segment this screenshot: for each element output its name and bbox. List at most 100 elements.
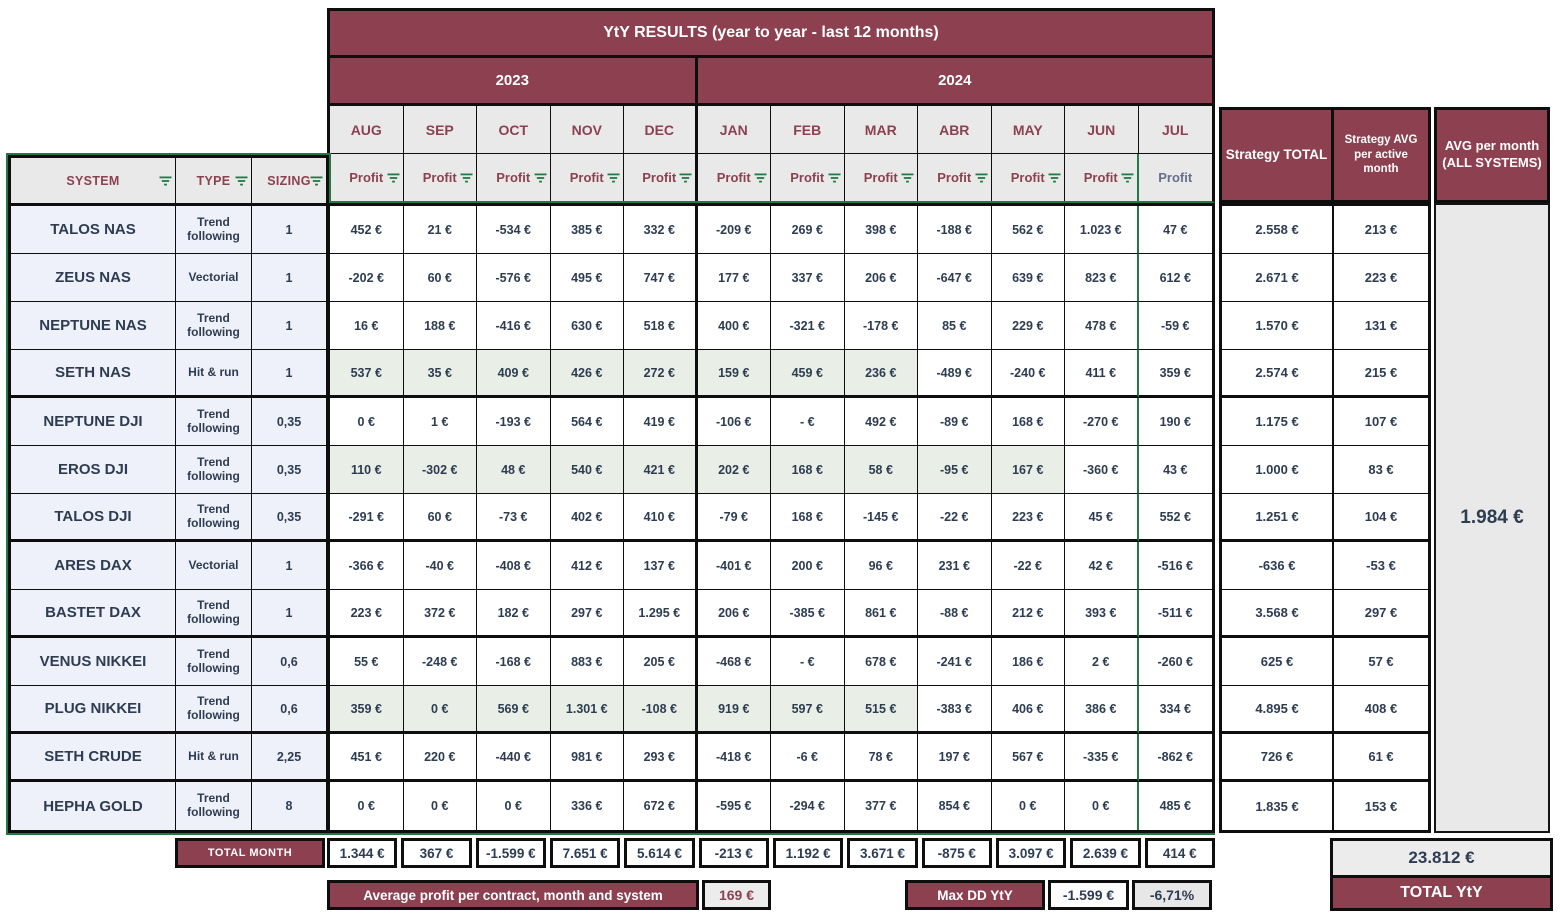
- profit-cell: 96 €: [844, 542, 918, 590]
- filter-icon[interactable]: [159, 175, 172, 186]
- month-header-dec: DEC: [624, 106, 698, 154]
- profit-cell: 419 €: [624, 398, 698, 446]
- strategy-avg-cell: 104 €: [1334, 494, 1428, 542]
- month-header-jun: JUN: [1065, 106, 1139, 154]
- profit-column-header: Profit: [771, 154, 845, 201]
- filter-icon[interactable]: [828, 172, 841, 183]
- filter-icon[interactable]: [1048, 172, 1061, 183]
- type-cell: Trend following: [176, 590, 252, 638]
- profit-cell: 182 €: [477, 590, 551, 638]
- profit-cell: -595 €: [697, 782, 771, 830]
- strategy-total-cell: 1.000 €: [1222, 446, 1334, 494]
- filter-icon[interactable]: [310, 175, 323, 186]
- profit-table-body: 452 €21 € -534 €385 €332 € -209 €269 €398 …: [327, 203, 1215, 833]
- profit-cell: 293 €: [624, 734, 698, 782]
- profit-cell: 747 €: [624, 254, 698, 302]
- avg-profit-label: Average profit per contract, month and s…: [327, 880, 699, 910]
- profit-cell: 854 €: [918, 782, 992, 830]
- profit-cell: 883 €: [550, 638, 624, 686]
- total-month-cell: 5.614 €: [624, 838, 695, 868]
- profit-cell: 564 €: [550, 398, 624, 446]
- strategy-avg-cell: 61 €: [1334, 734, 1428, 782]
- filter-icon[interactable]: [679, 172, 692, 183]
- type-cell: Trend following: [176, 782, 252, 830]
- strategy-headers: Strategy TOTAL Strategy AVG per active m…: [1219, 107, 1431, 203]
- system-name-cell: EROS DJI: [11, 446, 176, 494]
- total-yty-value: 23.812 €: [1333, 841, 1550, 878]
- system-name-cell: ZEUS NAS: [11, 254, 176, 302]
- profit-cell: -468 €: [697, 638, 771, 686]
- filter-icon[interactable]: [975, 172, 988, 183]
- profit-cell: -516 €: [1138, 542, 1212, 590]
- strategy-avg-cell: 213 €: [1334, 206, 1428, 254]
- profit-cell: 206 €: [844, 254, 918, 302]
- filter-icon[interactable]: [901, 172, 914, 183]
- profit-cell: 297 €: [550, 590, 624, 638]
- profit-cell: -385 €: [771, 590, 845, 638]
- total-month-cell: 1.344 €: [327, 838, 398, 868]
- profit-cell: -335 €: [1065, 734, 1139, 782]
- filter-icon[interactable]: [387, 172, 400, 183]
- filter-icon[interactable]: [235, 175, 248, 186]
- profit-cell: 0 €: [330, 782, 404, 830]
- profit-column-header: Profit: [624, 154, 698, 201]
- profit-cell: 385 €: [550, 206, 624, 254]
- profit-cell: -168 €: [477, 638, 551, 686]
- profit-column-header: Profit: [918, 154, 992, 201]
- filter-icon[interactable]: [754, 172, 767, 183]
- profit-cell: -291 €: [330, 494, 404, 542]
- max-dd-value: -1.599 €: [1048, 880, 1129, 910]
- sizing-cell: 1: [252, 350, 326, 398]
- profit-cell: -248 €: [403, 638, 477, 686]
- year-2023-header: 2023: [330, 58, 698, 106]
- profit-cell: 110 €: [330, 446, 404, 494]
- profit-cell: -89 €: [918, 398, 992, 446]
- system-name-cell: SETH NAS: [11, 350, 176, 398]
- profit-column-header: Profit: [330, 154, 404, 201]
- profit-cell: -88 €: [918, 590, 992, 638]
- type-cell: Vectorial: [176, 254, 252, 302]
- profit-cell: 223 €: [991, 494, 1065, 542]
- profit-cell: 400 €: [697, 302, 771, 350]
- profit-cell: 60 €: [403, 494, 477, 542]
- strategy-total-cell: 726 €: [1222, 734, 1334, 782]
- filter-icon[interactable]: [460, 172, 473, 183]
- profit-cell: 459 €: [771, 350, 845, 398]
- type-cell: Trend following: [176, 446, 252, 494]
- profit-cell: 212 €: [991, 590, 1065, 638]
- profit-cell: -408 €: [477, 542, 551, 590]
- system-column-header: SYSTEM: [11, 158, 176, 206]
- profit-cell: 823 €: [1065, 254, 1139, 302]
- type-cell: Trend following: [176, 206, 252, 254]
- profit-cell: 47 €: [1138, 206, 1212, 254]
- profit-cell: 478 €: [1065, 302, 1139, 350]
- system-name-cell: SETH CRUDE: [11, 734, 176, 782]
- sizing-header-label: SIZING: [267, 173, 311, 188]
- filter-icon[interactable]: [534, 172, 547, 183]
- profit-cell: 229 €: [991, 302, 1065, 350]
- profit-cell: 562 €: [991, 206, 1065, 254]
- profit-cell: 567 €: [991, 734, 1065, 782]
- profit-header-row: Profit Profit Profit Profit Profit Profit Prof…: [330, 154, 1212, 201]
- total-month-cell: -875 €: [921, 838, 992, 868]
- profit-cell: -418 €: [697, 734, 771, 782]
- profit-cell: 190 €: [1138, 398, 1212, 446]
- filter-icon[interactable]: [607, 172, 620, 183]
- sizing-cell: 1: [252, 542, 326, 590]
- total-month-cell: 3.097 €: [995, 838, 1067, 868]
- profit-cell: 377 €: [844, 782, 918, 830]
- profit-cell: 0 €: [991, 782, 1065, 830]
- profit-cell: 597 €: [771, 686, 845, 734]
- profit-cell: 60 €: [403, 254, 477, 302]
- profit-cell: 58 €: [844, 446, 918, 494]
- profit-cell: -401 €: [697, 542, 771, 590]
- profit-cell: -79 €: [697, 494, 771, 542]
- profit-cell: - €: [771, 638, 845, 686]
- profit-cell: -59 €: [1138, 302, 1212, 350]
- strategy-total-cell: 1.175 €: [1222, 398, 1334, 446]
- filter-icon[interactable]: [1121, 172, 1134, 183]
- strategy-avg-cell: 107 €: [1334, 398, 1428, 446]
- profit-cell: 205 €: [624, 638, 698, 686]
- strategy-total-cell: 2.558 €: [1222, 206, 1334, 254]
- system-name-cell: NEPTUNE DJI: [11, 398, 176, 446]
